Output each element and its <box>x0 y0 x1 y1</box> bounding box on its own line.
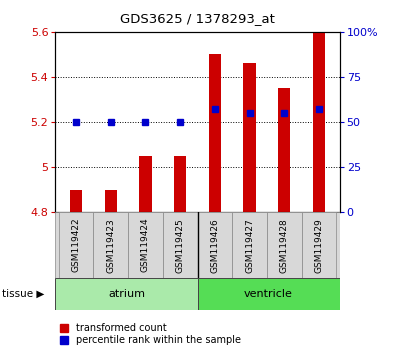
FancyBboxPatch shape <box>94 212 128 278</box>
Bar <box>105 190 117 212</box>
Legend: transformed count, percentile rank within the sample: transformed count, percentile rank withi… <box>56 319 245 349</box>
Bar <box>174 156 186 212</box>
Bar <box>313 32 325 212</box>
Bar <box>209 55 221 212</box>
Text: GSM119423: GSM119423 <box>106 218 115 273</box>
Bar <box>278 88 290 212</box>
Text: GSM119427: GSM119427 <box>245 218 254 273</box>
Text: GSM119428: GSM119428 <box>280 218 289 273</box>
Text: atrium: atrium <box>108 289 145 299</box>
FancyBboxPatch shape <box>128 212 163 278</box>
FancyBboxPatch shape <box>55 212 340 278</box>
Bar <box>243 63 256 212</box>
FancyBboxPatch shape <box>55 278 198 310</box>
Text: GSM119426: GSM119426 <box>211 218 219 273</box>
Text: GSM119429: GSM119429 <box>314 218 324 273</box>
FancyBboxPatch shape <box>301 212 336 278</box>
Text: GSM119425: GSM119425 <box>176 218 184 273</box>
Bar <box>139 156 152 212</box>
FancyBboxPatch shape <box>59 212 94 278</box>
FancyBboxPatch shape <box>198 278 340 310</box>
Text: GSM119422: GSM119422 <box>71 218 81 273</box>
Text: ventricle: ventricle <box>244 289 293 299</box>
Text: GDS3625 / 1378293_at: GDS3625 / 1378293_at <box>120 12 275 25</box>
FancyBboxPatch shape <box>267 212 301 278</box>
FancyBboxPatch shape <box>232 212 267 278</box>
Bar <box>70 190 82 212</box>
FancyBboxPatch shape <box>163 212 198 278</box>
Text: GSM119424: GSM119424 <box>141 218 150 273</box>
FancyBboxPatch shape <box>198 212 232 278</box>
Text: tissue ▶: tissue ▶ <box>2 289 44 299</box>
